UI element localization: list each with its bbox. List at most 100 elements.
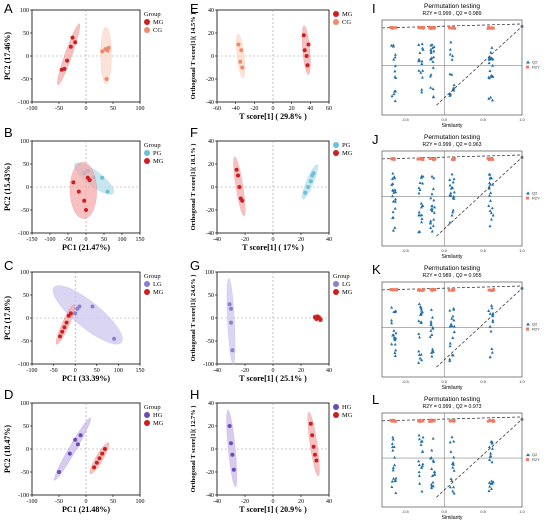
q2-point (421, 68, 425, 72)
data-point-cg (238, 59, 243, 64)
q2-point (452, 455, 456, 459)
x-tick-label: 0.5 (480, 379, 486, 384)
q2-point (450, 324, 454, 328)
confidence-ellipse-mg (69, 162, 97, 219)
r2y-point (451, 158, 454, 161)
data-point-hg (57, 470, 61, 474)
r2y-point (428, 157, 432, 161)
panel-c: -100 -50 0 50 100 150 100 50 0 -50 -100 PC1 (33.39%… (0, 262, 185, 393)
q2-point (420, 320, 424, 324)
permutation-title: Permutation testing (424, 396, 480, 403)
legend-label-mg: MG (342, 11, 353, 18)
q2-point (420, 59, 424, 63)
x-tick-label: -20 (241, 368, 249, 374)
panel-label-g: G (190, 258, 201, 273)
q2-point (429, 323, 433, 327)
x-axis-label: PC1 (21.48%) (62, 505, 110, 514)
y-axis-label: PC2 (17.46%) (3, 32, 12, 80)
panel-label-l: L (372, 392, 380, 407)
x-tick-label: 0.0 (441, 248, 447, 253)
x-tick-label: 0.5 (480, 509, 486, 514)
q2-point (420, 75, 424, 79)
x-tick-label: 1.0 (519, 117, 525, 122)
data-point-mg (313, 452, 317, 457)
r2y-point (430, 288, 434, 291)
r2y-point (452, 419, 455, 423)
q2-point (489, 217, 493, 221)
r2y-regression-line (381, 23, 523, 29)
r2y-point (422, 287, 426, 291)
data-point-pg (311, 171, 316, 176)
q2-point (431, 436, 435, 440)
data-point-mg (87, 178, 92, 183)
q2-point (452, 86, 456, 90)
q2-point (430, 229, 434, 233)
q2-point (393, 226, 397, 229)
r2y-point (429, 27, 433, 30)
q2-point (430, 192, 434, 196)
data-point-hg (231, 467, 236, 472)
data-point-mg (301, 33, 306, 38)
q2-point (431, 187, 435, 191)
q2-point (429, 85, 433, 89)
q2-point (394, 348, 398, 352)
q2-point (393, 354, 397, 357)
q2-point (431, 350, 435, 354)
data-point-cg (106, 45, 111, 50)
legend-swatch-cg (333, 19, 339, 25)
y-axis-label: Orthogonal T score[1]( 24.6% ) (190, 275, 197, 362)
q2-point (417, 68, 421, 72)
r2y-point (420, 289, 424, 292)
q2-point (448, 72, 452, 76)
q2-point (448, 220, 452, 224)
panel-l: Permutation testing R2Y = 0.999 , Q2 = 0.… (370, 393, 550, 523)
q2-point (487, 481, 491, 484)
r2y-point (488, 288, 492, 292)
y-tick-label: 50 (23, 424, 29, 430)
x-tick-label: 20 (289, 106, 295, 112)
legend-swatch-pg (144, 150, 150, 156)
q2-point (450, 186, 454, 189)
x-tick-label: -20 (250, 106, 258, 112)
r2y-point (389, 287, 393, 291)
q2-point (417, 353, 421, 356)
r2y-point (421, 419, 425, 423)
y-tick-label: -100 (18, 362, 29, 368)
q2-point (429, 196, 433, 200)
r2y-point (420, 157, 423, 161)
panel-g: -40 -20 0 20 40 100 50 0 -50 -100 T score[1] ( 25.… (185, 262, 370, 393)
q2-point (489, 482, 493, 485)
r2y-point (394, 26, 397, 30)
data-point-lg (229, 306, 233, 311)
q2-point (452, 330, 456, 333)
y-tick-label: 50 (208, 293, 214, 299)
x-axis-label: Similarity (441, 123, 462, 129)
q2-point (451, 336, 455, 339)
data-point-mg (58, 334, 63, 339)
data-point-mg (92, 465, 97, 470)
q2-point (420, 90, 424, 94)
q2-point (393, 69, 397, 73)
x-tick-label: -0.5 (402, 509, 410, 514)
q2-point (391, 437, 395, 441)
x-tick-label: 100 (136, 106, 145, 112)
q2-point (488, 484, 492, 488)
q2-point (420, 213, 424, 217)
legend-label-pg: PG (153, 150, 162, 157)
q2-point (420, 310, 424, 314)
r2y-regression-line (381, 285, 523, 291)
q2-point (488, 458, 492, 461)
panel-a: -100 -50 0 50 100 100 50 0 -50 -100 PC2 (17.46%) Gr… (0, 0, 185, 131)
x-tick-label: -40 (213, 499, 221, 505)
q2-point (487, 76, 491, 80)
x-tick-label: 0 (272, 499, 275, 505)
q2-point (491, 311, 495, 315)
x-tick-label: -60 (213, 106, 221, 112)
x-axis-label: Similarity (441, 254, 462, 260)
r2y-point (491, 288, 495, 292)
data-point-mg (73, 40, 78, 45)
legend-label-mg: MG (153, 289, 164, 296)
q2-point (393, 176, 397, 180)
data-point-mg (71, 180, 76, 185)
